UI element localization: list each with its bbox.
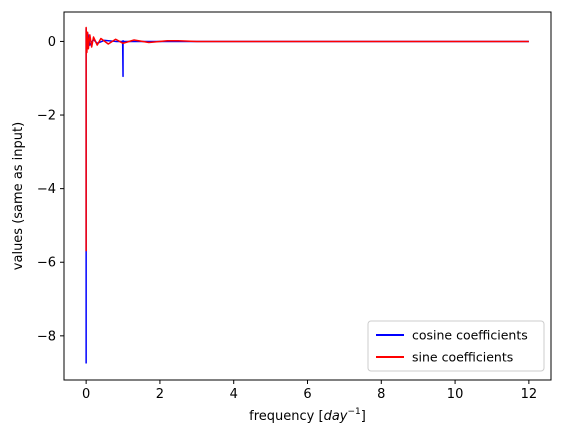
y-tick-label: −8 [37, 329, 56, 344]
x-tick-label: 0 [82, 387, 90, 402]
x-tick-label: 12 [521, 387, 538, 402]
y-tick-label: −6 [37, 256, 56, 271]
y-axis-label: values (same as input) [11, 122, 26, 270]
x-axis-label-unit: day [324, 409, 348, 424]
x-tick-label: 4 [230, 387, 238, 402]
x-axis-label-suffix: ] [361, 409, 366, 424]
plot-background [64, 12, 551, 380]
y-axis-ticks: 0 −2 −4 −6 −8 [37, 35, 64, 344]
x-axis-label: frequency [day−1] [249, 407, 366, 424]
y-tick-label: −4 [37, 182, 56, 197]
legend-box [367, 320, 545, 372]
x-axis-label-prefix: frequency [ [249, 409, 323, 424]
series-line-sine [85, 26, 529, 252]
x-tick-label: 8 [377, 387, 385, 402]
series-group [85, 26, 529, 364]
x-axis-ticks: 0 2 4 6 8 10 12 [82, 380, 537, 402]
legend-label-cosine: cosine coefficients [412, 328, 528, 343]
legend: cosine coefficients sine coefficients [367, 320, 545, 372]
x-axis-label-exponent: −1 [347, 407, 360, 417]
legend-label-sine: sine coefficients [412, 350, 513, 365]
x-tick-label: 10 [447, 387, 464, 402]
y-tick-label: −2 [37, 109, 56, 124]
x-tick-label: 6 [303, 387, 311, 402]
x-tick-label: 2 [156, 387, 164, 402]
y-tick-label: 0 [48, 35, 56, 50]
